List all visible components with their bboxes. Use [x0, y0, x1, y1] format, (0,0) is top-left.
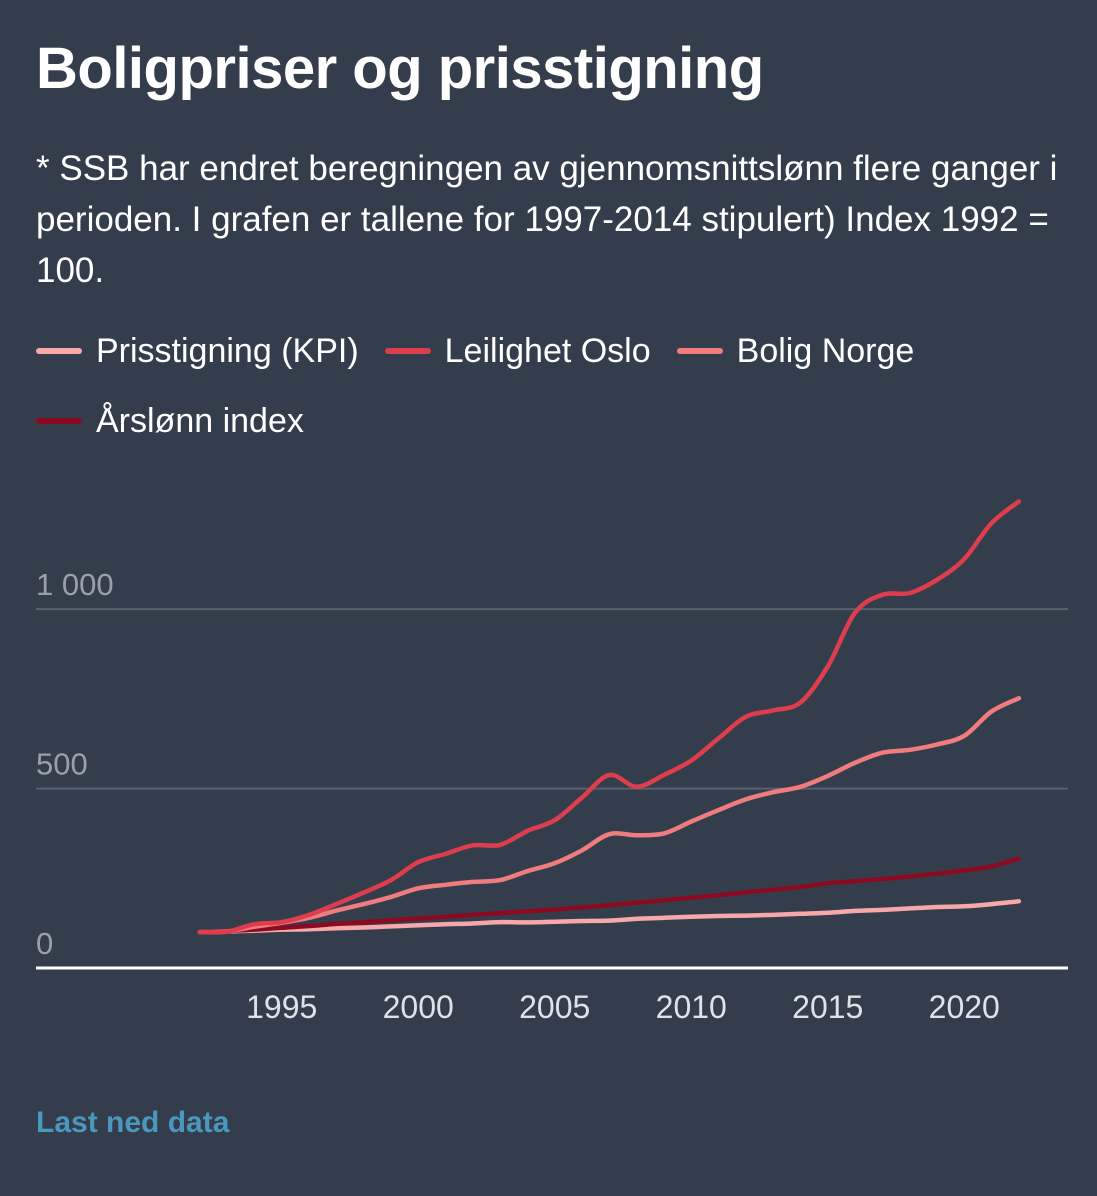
series-line-leilighet-oslo: [197, 499, 1022, 935]
y-tick-label-0: 0: [36, 926, 53, 961]
legend-label-arslonn-index: Årslønn index: [96, 401, 304, 440]
x-tick-label-2010: 2010: [656, 989, 727, 1025]
legend-swatch-bolig-norge: [676, 348, 723, 354]
y-tick-label-1000: 1 000: [36, 567, 114, 602]
y-tick-label-500: 500: [36, 747, 88, 782]
legend-label-kpi: Prisstigning (KPI): [96, 331, 359, 370]
series-line-arslonn-index: [197, 856, 1022, 935]
legend-label-bolig-norge: Bolig Norge: [736, 331, 915, 370]
legend-swatch-arslonn-index: [36, 418, 82, 424]
chart-title: Boligpriser og prisstigning: [36, 36, 764, 101]
legend-swatch-kpi: [36, 348, 82, 354]
legend-swatch-leilighet-oslo: [384, 348, 431, 354]
legend-label-leilighet-oslo: Leilighet Oslo: [444, 331, 651, 370]
legend-item-leilighet-oslo[interactable]: Leilighet Oslo: [384, 330, 651, 372]
legend: Prisstigning (KPI) Leilighet Oslo Bolig …: [36, 330, 1076, 442]
download-data-link[interactable]: Last ned data: [36, 1106, 230, 1139]
legend-item-bolig-norge[interactable]: Bolig Norge: [676, 330, 915, 372]
series-line-kpi: [197, 899, 1022, 935]
x-tick-label-2015: 2015: [792, 989, 863, 1025]
chart-subtitle: * SSB har endret beregningen av gjennoms…: [36, 149, 1058, 290]
x-tick-label-1995: 1995: [246, 989, 317, 1025]
line-chart: 0 500 1 000 1995 2000 2005 2010 2015 2020: [36, 499, 1068, 1025]
x-tick-label-2020: 2020: [929, 989, 1000, 1025]
legend-item-kpi[interactable]: Prisstigning (KPI): [36, 330, 359, 372]
x-tick-label-2000: 2000: [383, 989, 454, 1025]
legend-item-arslonn-index[interactable]: Årslønn index: [36, 400, 304, 442]
x-tick-label-2005: 2005: [519, 989, 590, 1025]
series-line-bolig-norge: [197, 695, 1022, 935]
